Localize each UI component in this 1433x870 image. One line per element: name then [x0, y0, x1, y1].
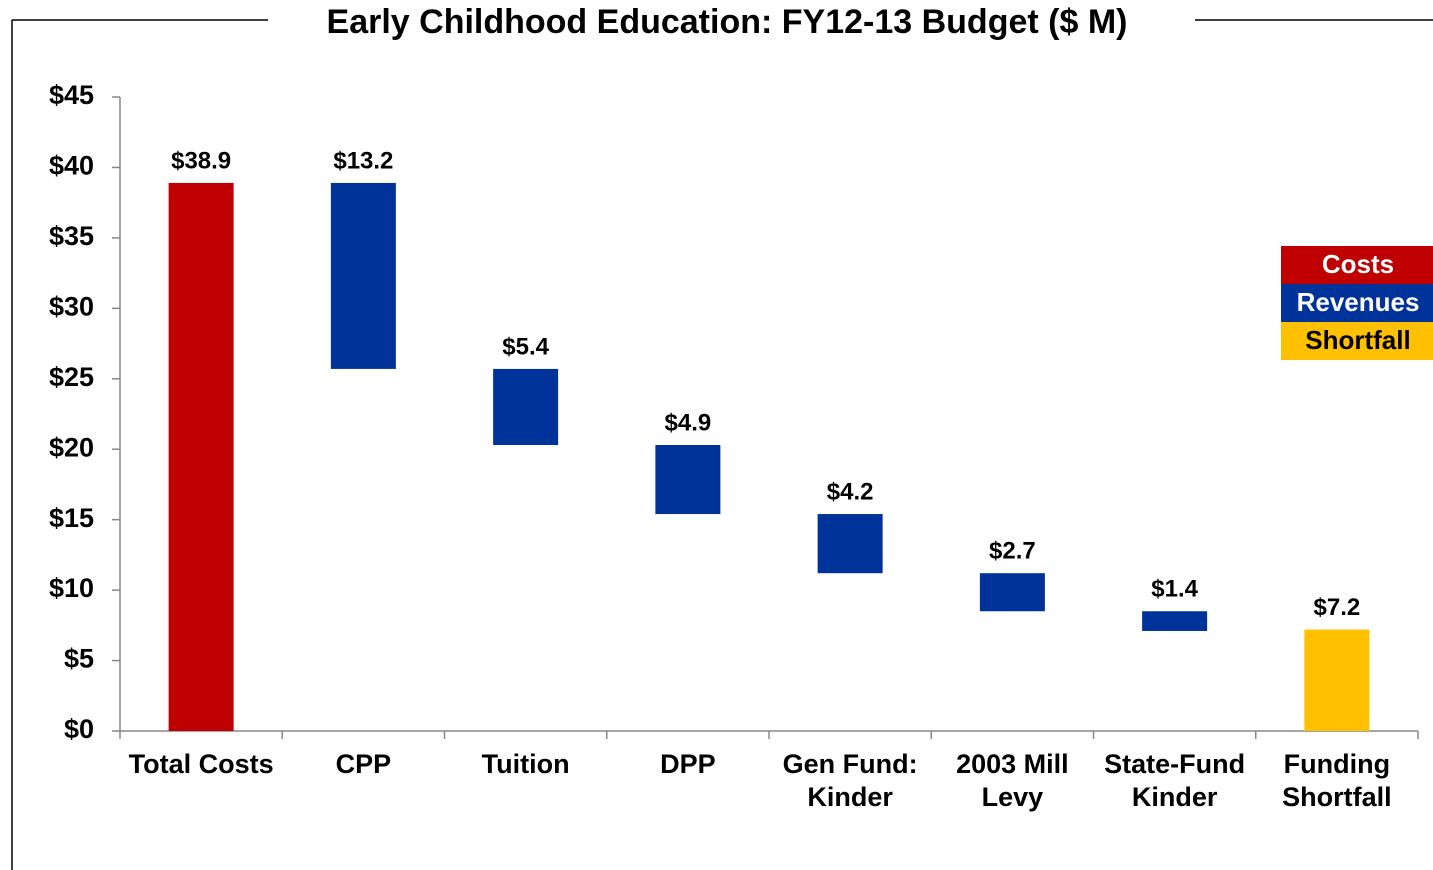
bar [979, 573, 1045, 612]
y-tick-label: $40 [49, 151, 94, 181]
value-label: $13.2 [333, 147, 393, 174]
legend-label: Costs [1322, 249, 1394, 279]
x-tick-label: Gen Fund: Kinder [782, 749, 918, 812]
legend-label: Revenues [1297, 287, 1420, 317]
y-tick-label: $20 [49, 432, 94, 462]
y-tick-label: $10 [49, 573, 94, 603]
bar [493, 368, 559, 445]
x-tick-label: 2003 Mill Levy [956, 749, 1069, 812]
y-tick-label: $45 [49, 80, 94, 110]
y-tick-label: $25 [49, 362, 94, 392]
legend-swatch [1281, 284, 1433, 322]
legend-swatch [1281, 246, 1433, 284]
value-label: $4.9 [665, 409, 712, 436]
bar [817, 514, 883, 574]
y-tick-label: $30 [49, 291, 94, 321]
value-label: $1.4 [1151, 576, 1198, 603]
value-label: $7.2 [1314, 594, 1361, 621]
bar [168, 182, 234, 732]
x-tick-label: CPP [335, 749, 392, 779]
y-tick-label: $5 [64, 644, 94, 674]
x-tick-label: Tuition [481, 749, 570, 779]
y-tick-label: $35 [49, 221, 94, 251]
x-tick-label: Funding Shortfall [1282, 749, 1392, 812]
x-tick-label: State-Fund Kinder [1104, 749, 1246, 812]
x-tick-label: DPP [660, 749, 716, 779]
x-tick-label: Total Costs [128, 749, 274, 779]
bar [1142, 611, 1208, 631]
y-tick-label: $15 [49, 503, 94, 533]
y-tick-label: $0 [64, 714, 94, 744]
chart-title: Early Childhood Education: FY12-13 Budge… [327, 3, 1128, 41]
bar [655, 444, 721, 515]
legend-label: Shortfall [1305, 325, 1410, 355]
bar [1304, 629, 1370, 731]
bar [330, 182, 396, 369]
value-label: $4.2 [827, 478, 874, 505]
value-label: $5.4 [502, 333, 549, 360]
value-label: $38.9 [171, 147, 231, 174]
legend-swatch [1281, 322, 1433, 360]
value-label: $2.7 [989, 538, 1036, 565]
